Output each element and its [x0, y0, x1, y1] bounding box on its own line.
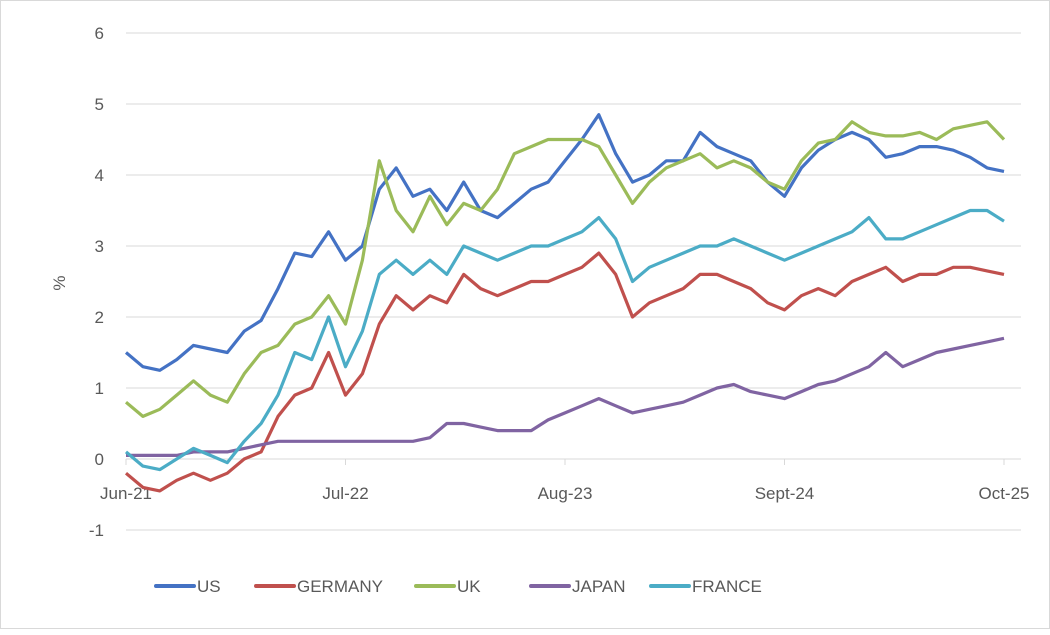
- x-tick-label: Sept-24: [755, 484, 815, 503]
- legend-label: UK: [457, 577, 481, 596]
- series-line-us: [124, 113, 1005, 372]
- series-line-uk: [124, 120, 1006, 418]
- y-tick-label: 5: [95, 95, 104, 114]
- series-lines: [124, 113, 1006, 493]
- y-tick-label: 6: [95, 24, 104, 43]
- x-tick-label: Jul-22: [322, 484, 368, 503]
- x-tick-label: Jun-21: [100, 484, 152, 503]
- series-line-germany: [124, 251, 1005, 493]
- legend: US GERMANY UK JAPAN FRANCE: [154, 577, 762, 596]
- legend-item-germany: GERMANY: [254, 577, 383, 596]
- series-line-france: [124, 208, 1005, 472]
- legend-label: FRANCE: [692, 577, 762, 596]
- y-tick-label: 2: [95, 308, 104, 327]
- y-tick-label: 0: [95, 450, 104, 469]
- y-tick-label: -1: [89, 521, 104, 540]
- legend-item-us: US: [154, 577, 221, 596]
- legend-item-uk: UK: [414, 577, 481, 596]
- legend-label: US: [197, 577, 221, 596]
- y-axis-label: %: [50, 275, 69, 290]
- y-tick-label: 3: [95, 237, 104, 256]
- legend-item-france: FRANCE: [649, 577, 762, 596]
- legend-label: GERMANY: [297, 577, 383, 596]
- gridlines: [126, 32, 1021, 531]
- y-tick-label: 4: [95, 166, 104, 185]
- legend-label: JAPAN: [572, 577, 626, 596]
- x-tick-label: Oct-25: [978, 484, 1029, 503]
- y-tick-label: 1: [95, 379, 104, 398]
- series-line-japan: [126, 336, 1005, 457]
- x-tick-label: Aug-23: [538, 484, 593, 503]
- legend-item-japan: JAPAN: [529, 577, 626, 596]
- x-tick-labels: Jun-21 Jul-22 Aug-23 Sept-24 Oct-25: [100, 459, 1030, 503]
- y-tick-labels: -1 0 1 2 3 4 5 6: [89, 24, 104, 540]
